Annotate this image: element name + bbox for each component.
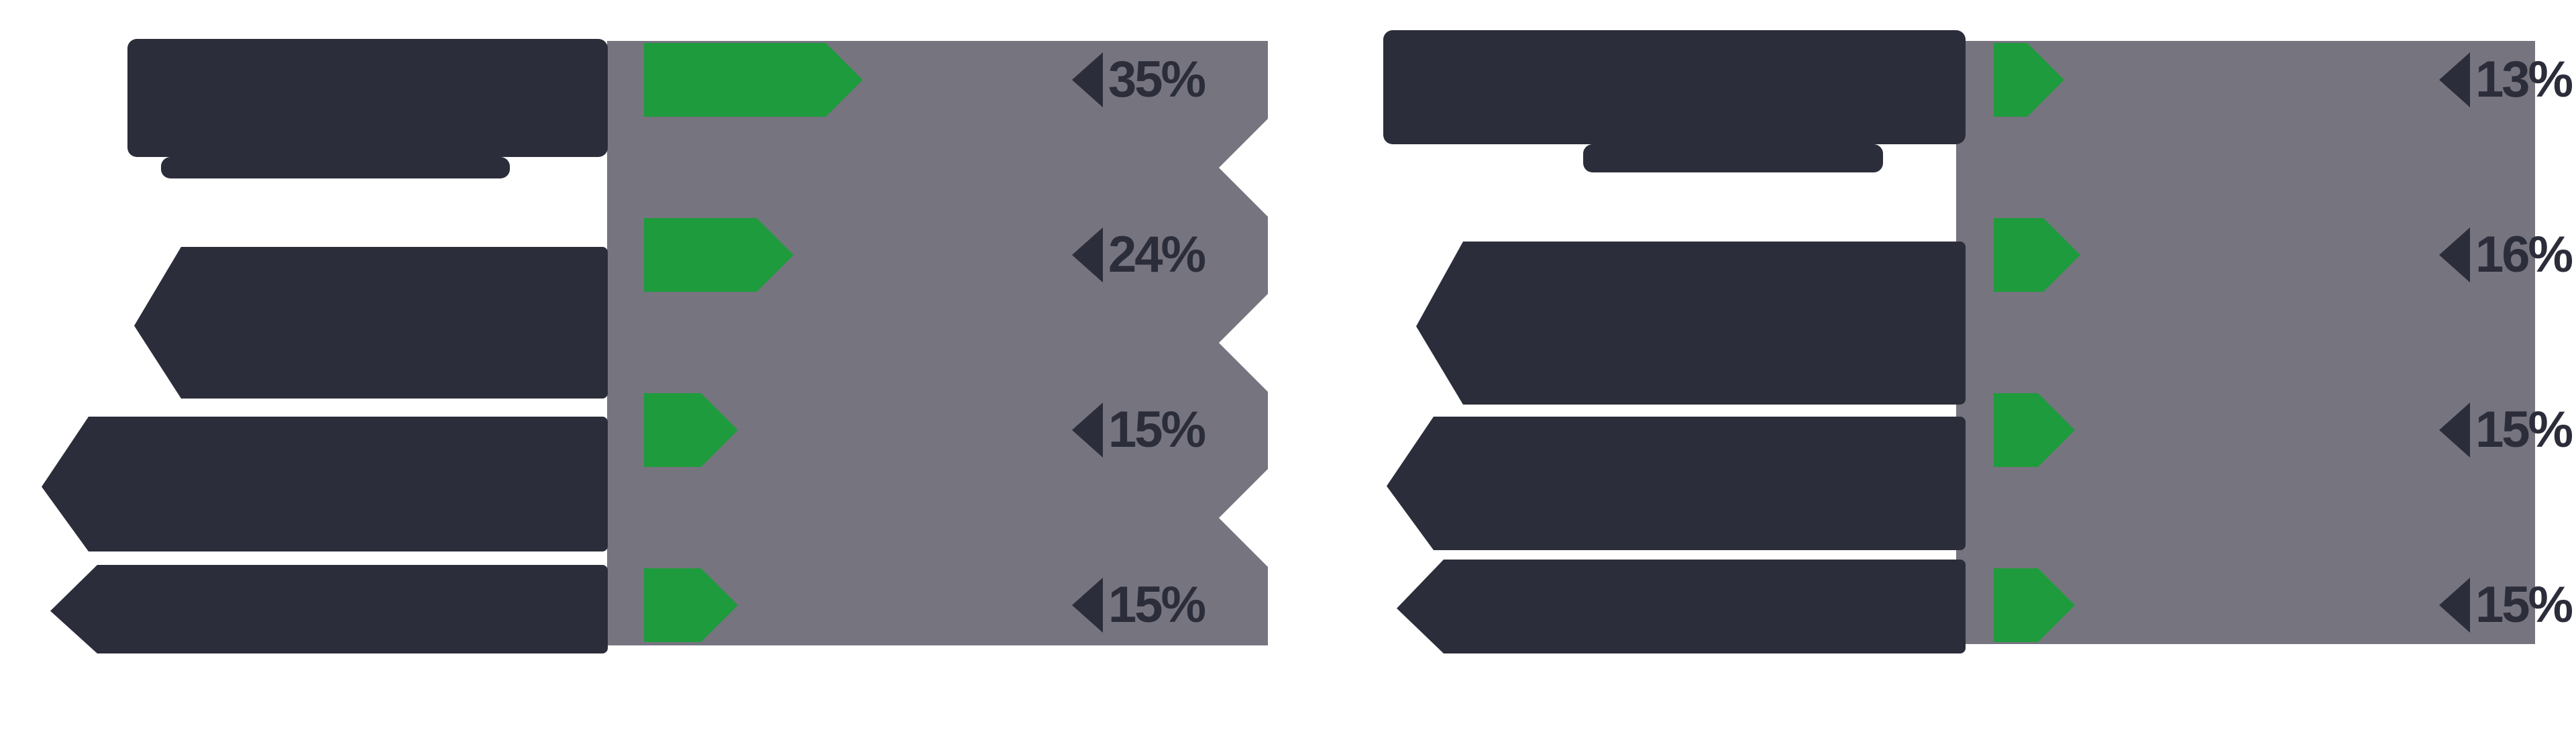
value-label: 15% <box>1072 401 1206 458</box>
green-arrow-tip <box>2038 568 2075 642</box>
value-text: 15% <box>2475 576 2573 633</box>
value-label: 15% <box>2439 576 2573 633</box>
category-label-blob-illegible <box>161 157 510 178</box>
green-arrow-tip <box>2043 218 2080 292</box>
green-value-arrow <box>644 568 738 642</box>
green-arrow-tip <box>2038 393 2075 467</box>
value-text: 16% <box>2475 226 2573 283</box>
green-value-arrow <box>1994 218 2080 292</box>
category-label-blob-illegible <box>127 39 608 157</box>
value-wedge-icon <box>2439 403 2470 458</box>
value-label: 16% <box>2439 226 2573 283</box>
value-label: 13% <box>2439 51 2573 108</box>
value-wedge-icon <box>1072 227 1103 282</box>
track-tip-notch <box>1219 468 1268 567</box>
green-value-arrow <box>644 393 738 467</box>
category-label-blob-illegible <box>1583 144 1883 172</box>
green-arrow-tip <box>2027 43 2064 117</box>
value-label: 24% <box>1072 226 1206 283</box>
green-value-arrow <box>1994 43 2064 117</box>
value-text: 13% <box>2475 51 2573 108</box>
green-arrow-tip <box>826 43 863 117</box>
gray-track-100pct <box>607 41 1268 645</box>
category-label-blob-illegible <box>134 247 608 399</box>
value-text: 35% <box>1108 51 1206 108</box>
green-arrow-tip <box>701 393 738 467</box>
value-text: 15% <box>2475 401 2573 458</box>
green-value-arrow <box>1994 568 2075 642</box>
category-label-blob-illegible <box>50 565 608 653</box>
value-label: 35% <box>1072 51 1206 108</box>
value-wedge-icon <box>1072 578 1103 633</box>
track-tip-notch <box>1219 293 1268 392</box>
value-label: 15% <box>1072 576 1206 633</box>
value-text: 15% <box>1108 576 1206 633</box>
value-wedge-icon <box>2439 578 2470 633</box>
green-arrow-tip <box>701 568 738 642</box>
value-text: 24% <box>1108 226 1206 283</box>
value-label: 15% <box>2439 401 2573 458</box>
value-text: 15% <box>1108 401 1206 458</box>
category-label-blob-illegible <box>42 417 608 551</box>
category-label-blob-illegible <box>1416 242 1966 405</box>
category-label-blob-illegible <box>1383 30 1966 144</box>
value-wedge-icon <box>2439 52 2470 107</box>
green-value-arrow <box>1994 393 2075 467</box>
value-wedge-icon <box>2439 227 2470 282</box>
category-label-blob-illegible <box>1397 560 1966 653</box>
track-tip-notch <box>1219 118 1268 217</box>
value-wedge-icon <box>1072 52 1103 107</box>
category-label-blob-illegible <box>1387 417 1966 550</box>
gray-track-100pct <box>1956 41 2535 644</box>
green-value-arrow <box>644 218 794 292</box>
green-arrow-tip <box>757 218 794 292</box>
value-wedge-icon <box>1072 403 1103 458</box>
green-value-arrow <box>644 43 863 117</box>
